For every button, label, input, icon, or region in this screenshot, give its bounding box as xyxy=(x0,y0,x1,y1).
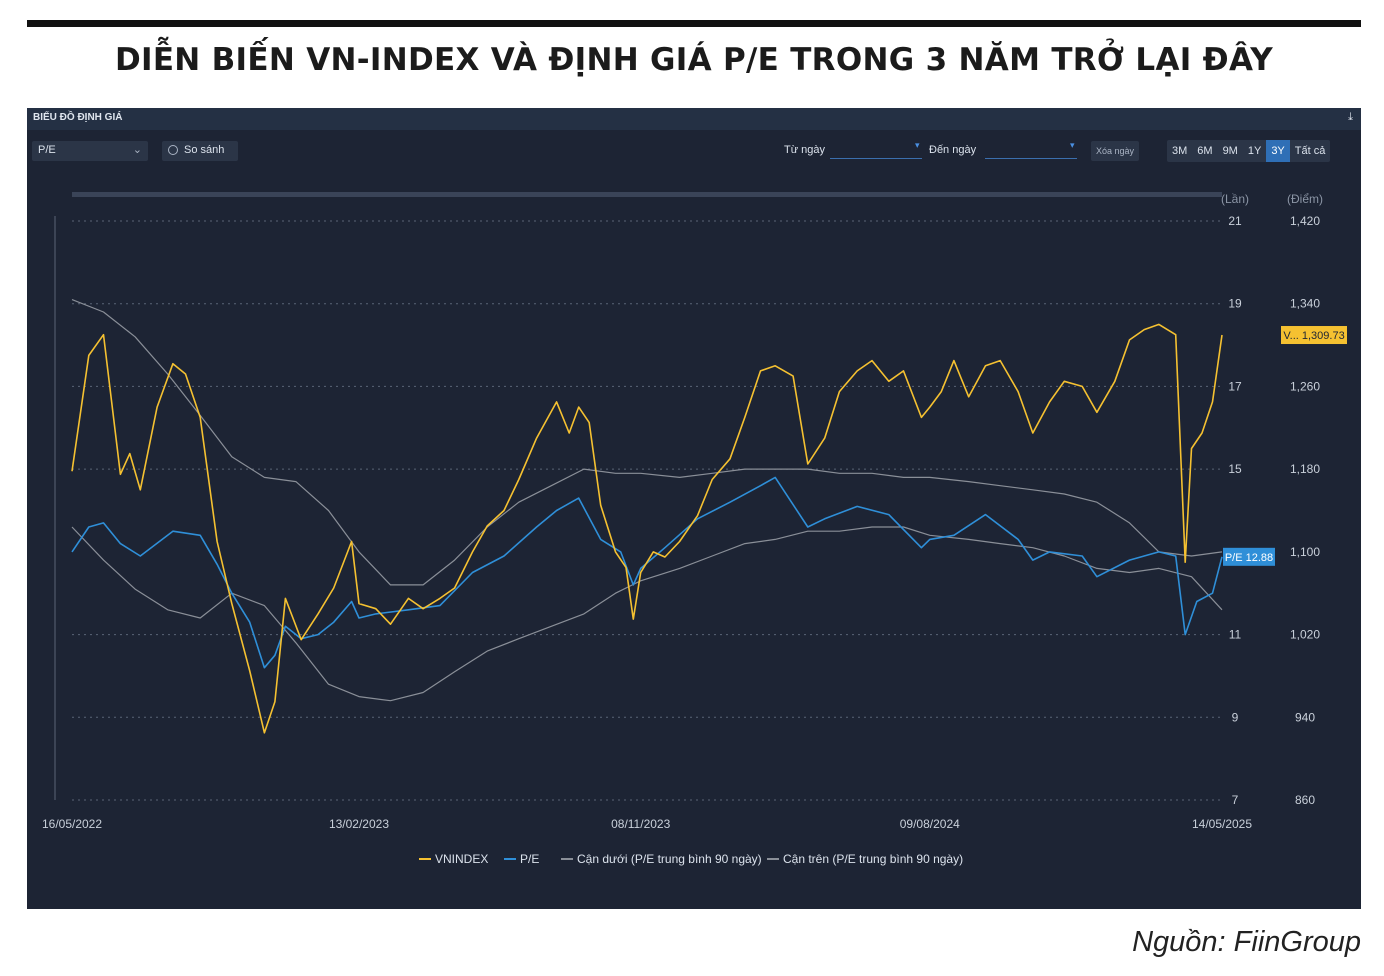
right-tick-label: 1,260 xyxy=(1290,379,1320,393)
legend-upper-band-label: Cận trên (P/E trung bình 90 ngày) xyxy=(783,852,963,866)
left-tick-label: 7 xyxy=(1232,793,1239,807)
vnindex-line xyxy=(71,323,1223,734)
panel-header: BIỂU ĐỒ ĐỊNH GIÁ ⤓ xyxy=(27,108,1361,130)
right-tick-label: 1,100 xyxy=(1290,545,1320,559)
valuation-chart: 21 19 17 15 11 9 7 1,420 1,340 1,260 1,180 1,100 1,0… xyxy=(42,192,1347,866)
compare-label: So sánh xyxy=(184,144,225,156)
caret-down-icon[interactable]: ▾ xyxy=(1070,140,1075,150)
navigator-scrollbar xyxy=(72,192,1222,197)
range-selector: 3M 6M 9M 1Y 3Y Tất cả xyxy=(1167,140,1331,162)
chevron-down-icon: ⌄ xyxy=(132,144,142,156)
x-tick-label: 09/08/2024 xyxy=(900,817,960,831)
range-6m[interactable]: 6M xyxy=(1197,145,1213,157)
legend-lower-band-label: Cận dưới (P/E trung bình 90 ngày) xyxy=(577,852,762,866)
vnindex-last-value-badge xyxy=(1281,326,1347,345)
left-tick-label: 21 xyxy=(1228,214,1242,228)
plus-circle-icon xyxy=(168,145,178,155)
left-tick-label: 19 xyxy=(1228,297,1242,311)
x-tick-label: 14/05/2025 xyxy=(1192,817,1252,831)
page-title: DIỄN BIẾN VN-INDEX VÀ ĐỊNH GIÁ P/E TRONG… xyxy=(114,42,1274,78)
right-axis-title: (Điểm) xyxy=(1287,192,1323,206)
right-tick-label: 1,340 xyxy=(1290,297,1320,311)
right-tick-label: 1,180 xyxy=(1290,462,1320,476)
metric-select[interactable]: P/E ⌄ xyxy=(32,141,148,161)
x-tick-label: 08/11/2023 xyxy=(611,817,670,831)
range-3m[interactable]: 3M xyxy=(1172,145,1188,157)
right-tick-label: 940 xyxy=(1295,710,1315,724)
range-all[interactable]: Tất cả xyxy=(1294,145,1326,157)
pe-line xyxy=(71,476,1223,669)
from-date-label: Từ ngày xyxy=(784,144,825,156)
top-rule xyxy=(27,20,1361,27)
metric-select-value: P/E xyxy=(38,144,56,156)
legend-vnindex-label: VNINDEX xyxy=(435,852,488,866)
range-3y[interactable]: 3Y xyxy=(1266,140,1290,162)
left-tick-label: 9 xyxy=(1232,710,1239,724)
vnindex-last-value-label: V... 1,309.73 xyxy=(1283,330,1344,342)
left-tick-label: 17 xyxy=(1228,379,1242,393)
right-tick-label: 1,020 xyxy=(1290,628,1320,642)
lower-band-line xyxy=(71,526,1223,702)
upper-band-line xyxy=(71,299,1223,586)
x-tick-label: 16/05/2022 xyxy=(42,817,102,831)
caret-down-icon[interactable]: ▾ xyxy=(915,140,920,150)
range-9m[interactable]: 9M xyxy=(1222,145,1238,157)
compare-button[interactable]: So sánh xyxy=(162,141,238,161)
right-tick-label: 860 xyxy=(1295,793,1315,807)
left-tick-label: 15 xyxy=(1228,462,1242,476)
to-date-label: Đến ngày xyxy=(929,144,977,156)
from-date-input[interactable] xyxy=(830,158,922,159)
clear-date-button[interactable]: Xóa ngày xyxy=(1091,141,1139,161)
download-icon[interactable]: ⤓ xyxy=(1348,111,1353,123)
legend-pe-label: P/E xyxy=(520,852,539,866)
pe-last-value-label: P/E 12.88 xyxy=(1225,552,1273,564)
x-tick-label: 13/02/2023 xyxy=(329,817,389,831)
to-date-input[interactable] xyxy=(985,158,1077,159)
panel-title: BIỂU ĐỒ ĐỊNH GIÁ xyxy=(33,112,123,123)
left-axis-title: (Lần) xyxy=(1221,192,1249,206)
range-1y[interactable]: 1Y xyxy=(1247,145,1262,157)
right-tick-label: 1,420 xyxy=(1290,214,1320,228)
left-tick-label: 11 xyxy=(1229,628,1242,642)
source-note: Nguồn: FiinGroup xyxy=(1132,926,1361,958)
valuation-panel: BIỂU ĐỒ ĐỊNH GIÁ ⤓ P/E ⌄ So sánh Từ ngày… xyxy=(27,108,1361,909)
pe-last-value-badge xyxy=(1223,547,1275,566)
